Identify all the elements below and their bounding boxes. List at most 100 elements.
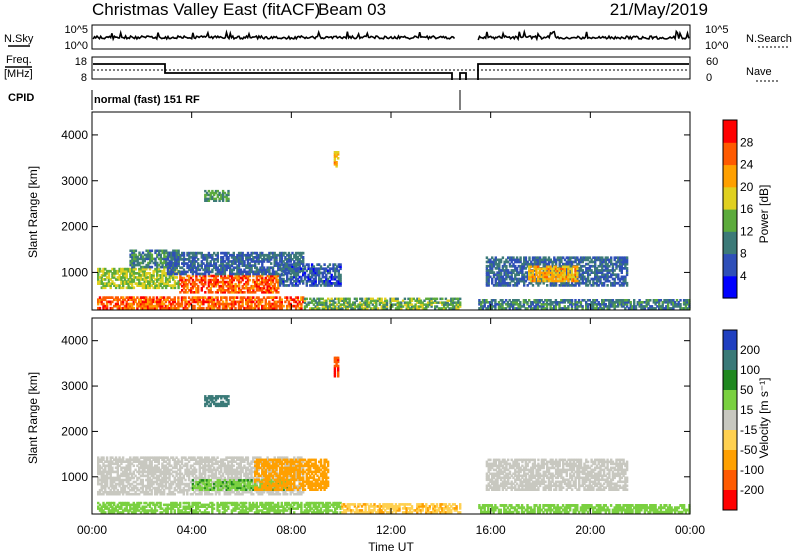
power-cell-8 [485,269,489,272]
power-cell-1 [163,253,166,257]
power-cell-3 [294,258,298,261]
velocity-cell-0 [130,458,134,461]
velocity-cell-0 [173,458,176,461]
power-cell-8 [549,281,552,285]
power-cell-0 [120,280,123,283]
power-cell-4 [278,282,282,285]
power-cell-4 [332,265,335,268]
power-cell-0 [118,276,121,279]
velocity-cell-0 [125,490,128,494]
velocity-cell-0 [211,462,214,466]
power-cell-2 [264,282,267,286]
power-cell-8 [562,284,565,287]
power-cell-8 [622,267,625,270]
power-cell-3 [268,253,271,257]
power-cell-10 [223,191,227,195]
power-cell-3 [177,260,180,263]
power-cell-9 [538,275,542,279]
power-cell-8 [622,260,625,264]
power-cell-5 [98,306,102,310]
velocity-cell-0 [116,492,119,496]
power-cell-4 [278,277,282,281]
power-cell-4 [302,263,305,266]
power-cell-7 [677,301,680,304]
power-cell-5 [259,300,262,304]
power-cell-4 [296,279,300,283]
power-cell-7 [519,305,522,308]
velocity-cell-0 [223,492,226,496]
power-cell-6 [380,299,383,302]
power-cell-5 [171,306,175,310]
power-cell-3 [277,262,280,265]
power-cell-0 [163,272,166,275]
velocity-cell-0 [207,460,210,463]
power-cell-6 [378,299,382,302]
power-cell-3 [246,262,250,265]
power-cell-7 [670,299,673,302]
power-cell-4 [330,267,333,271]
power-cell-3 [168,272,171,276]
power-cell-3 [270,272,273,276]
power-cell-3 [237,266,241,270]
power-cell-3 [197,262,200,265]
velocity-cell-0 [123,472,127,476]
power-cell-0 [132,276,136,279]
power-cell-2 [204,291,207,294]
power-cell-8 [558,262,561,266]
power-cell-9 [538,271,542,275]
power-cell-2 [254,284,257,288]
power-cell-7 [577,305,581,308]
velocity-cell-0 [111,482,114,486]
power-cell-3 [264,253,267,257]
power-cell-5 [241,298,244,302]
power-cell-1 [138,263,141,267]
velocity-cell-0 [184,468,187,472]
power-cell-8 [515,271,519,274]
velocity-cell-0 [227,472,230,476]
power-cell-5 [186,306,189,310]
velocity-cell-0 [179,490,182,494]
power-cell-9 [570,273,574,277]
power-cell-8 [565,267,568,270]
velocity-cell-0 [136,476,139,480]
power-cell-8 [579,277,583,281]
velocity-cell-0 [175,460,178,463]
power-cell-4 [328,275,332,279]
power-cell-5 [138,304,141,308]
power-cell-3 [289,258,292,261]
power-cell-2 [243,286,246,290]
power-cell-2 [189,289,193,292]
velocity-cell-0 [168,464,171,468]
velocity-cell-0 [136,486,139,490]
power-cell-8 [487,279,490,283]
power-cell-0 [136,276,139,279]
power-cell-0 [145,267,148,271]
power-cell-7 [554,301,558,304]
power-cell-3 [261,270,264,274]
power-cell-3 [205,253,209,257]
power-cell-3 [202,272,205,276]
velocity-cell-0 [221,478,225,482]
power-cell-5 [200,306,203,310]
power-cell-0 [168,276,171,279]
power-cell-5 [248,304,251,308]
power-cell-4 [335,267,339,271]
velocity-cell-0 [125,470,128,474]
power-cell-8 [599,258,602,262]
power-cell-8 [594,260,597,264]
power-cell-3 [230,256,234,259]
power-cell-6 [412,305,415,308]
power-cell-8 [512,262,515,266]
power-cell-6 [366,307,369,310]
power-cell-5 [277,300,280,304]
power-cell-2 [207,289,211,292]
power-cell-7 [490,307,494,310]
power-cell-3 [266,268,269,272]
power-cell-6 [364,299,367,302]
velocity-cell-0 [204,466,207,470]
power-cell-3 [293,260,296,263]
power-cell-0 [145,276,148,279]
power-cell-8 [597,284,600,287]
velocity-cell-0 [152,482,155,486]
